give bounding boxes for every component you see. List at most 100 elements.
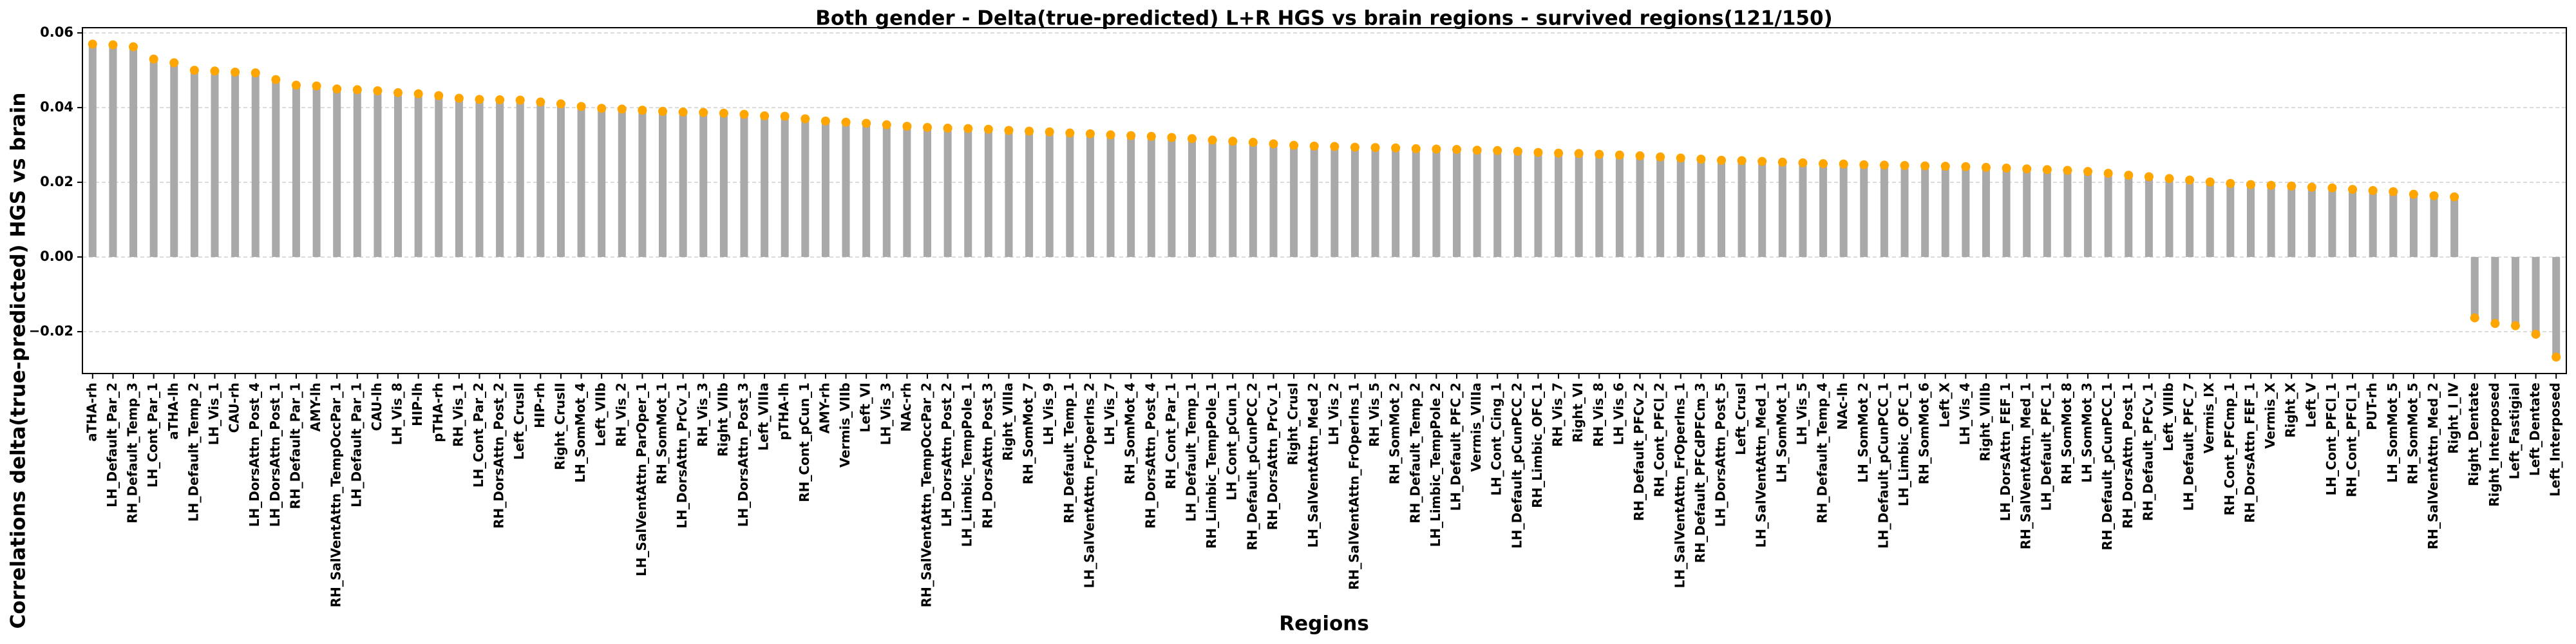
x-tick-label: RH_Default_PFCdPFCm_3 bbox=[1692, 383, 1708, 563]
dot bbox=[1716, 155, 1726, 165]
bar bbox=[1738, 160, 1746, 258]
x-tick-label: LH_Cont_Par_1 bbox=[145, 383, 160, 488]
bar bbox=[536, 102, 545, 258]
dot bbox=[1819, 159, 1828, 169]
dot bbox=[1961, 162, 1971, 171]
bar bbox=[1513, 151, 1522, 258]
x-tick-label: Vermis_VIIIa bbox=[1468, 383, 1484, 472]
dot bbox=[1656, 152, 1665, 162]
x-tick-label: LH_Vis_4 bbox=[1957, 383, 1973, 445]
dot bbox=[2063, 166, 2072, 175]
dot bbox=[2164, 174, 2174, 184]
bar bbox=[1982, 167, 1990, 258]
dot bbox=[1472, 146, 1482, 155]
bar bbox=[862, 123, 871, 258]
x-tick-label: Right_VIIIb bbox=[1977, 383, 1993, 462]
dot bbox=[963, 124, 973, 133]
bar bbox=[2389, 191, 2398, 258]
dot bbox=[1370, 143, 1380, 153]
bar bbox=[394, 92, 402, 258]
dot bbox=[413, 89, 423, 99]
bar bbox=[190, 70, 198, 258]
dot bbox=[1146, 131, 1156, 141]
dot bbox=[1025, 126, 1034, 136]
x-tick-label: Left_VIIIa bbox=[756, 383, 772, 451]
dot bbox=[495, 95, 505, 104]
x-tick-label: Left_Fastigial bbox=[2506, 383, 2522, 479]
x-tick-label: LH_DorsAttn_Post_2 bbox=[939, 383, 954, 527]
x-tick-label: RH_DorsAttn_Post_1 bbox=[2120, 383, 2136, 529]
x-tick-label: LH_DorsAttn_FEF_1 bbox=[1998, 383, 2013, 521]
x-tick-label: Right_VIIIa bbox=[1000, 383, 1016, 461]
bar bbox=[2511, 257, 2519, 326]
x-tick-label: Left_VI bbox=[858, 383, 873, 433]
x-tick-label: aTHA-rh bbox=[84, 383, 99, 442]
x-tick-label: LH_Vis_9 bbox=[1041, 383, 1056, 445]
bar bbox=[577, 106, 585, 258]
dot bbox=[576, 102, 586, 111]
x-tick-label: LH_Vis_3 bbox=[878, 383, 893, 445]
y-tick-label: 0.06 bbox=[40, 24, 73, 40]
x-tick-label: LH_Default_PFC_7 bbox=[2181, 383, 2197, 511]
bar bbox=[984, 129, 992, 258]
bar bbox=[1290, 145, 1298, 258]
bar bbox=[1636, 155, 1644, 258]
x-tick-label: Vermis_IX bbox=[2201, 382, 2217, 453]
dot bbox=[862, 118, 871, 128]
x-tick-label: RH_SomMot_6 bbox=[1917, 383, 1932, 484]
x-tick-label: RH_Cont_PFCl_1 bbox=[2344, 383, 2360, 497]
bar bbox=[1493, 150, 1502, 258]
bar bbox=[2409, 194, 2418, 258]
x-tick-label: LH_DorsAttn_PrCv_1 bbox=[674, 383, 690, 529]
x-tick-label: LH_SalVentAttn_FrOperIns_2 bbox=[1081, 383, 1097, 588]
bar bbox=[943, 128, 952, 258]
bar bbox=[1208, 140, 1217, 258]
dot bbox=[2327, 183, 2337, 193]
x-tick-label: CAU-rh bbox=[227, 383, 242, 433]
x-tick-label: LH_Default_Par_2 bbox=[104, 383, 120, 507]
x-tick-label: LH_Vis_2 bbox=[1326, 383, 1341, 445]
x-tick-label: pTHA-lh bbox=[776, 383, 791, 440]
bar bbox=[964, 128, 972, 258]
x-tick-label: Left_X bbox=[1937, 382, 1952, 428]
dot bbox=[1004, 126, 1014, 135]
bar bbox=[1575, 153, 1583, 258]
dot bbox=[454, 93, 464, 103]
bar bbox=[2063, 170, 2072, 258]
x-tick-label: Left_VIIb bbox=[593, 383, 609, 446]
x-tick-label: RH_Vis_7 bbox=[1550, 383, 1566, 447]
dot bbox=[189, 66, 199, 75]
bar bbox=[2186, 180, 2194, 258]
dot bbox=[1879, 160, 1889, 170]
x-tick-label: Right_CrusI bbox=[1285, 383, 1301, 466]
dot bbox=[271, 75, 281, 84]
dot bbox=[780, 111, 790, 121]
dot bbox=[2042, 165, 2052, 175]
x-tick-label: LH_Cont_PFCl_1 bbox=[2324, 383, 2339, 495]
dot bbox=[2348, 185, 2358, 194]
dot bbox=[1188, 134, 1197, 144]
dot bbox=[719, 108, 728, 118]
bar bbox=[1921, 166, 1929, 258]
dot bbox=[312, 81, 321, 91]
dot bbox=[1940, 162, 1950, 171]
dot bbox=[1737, 156, 1747, 166]
dot bbox=[291, 80, 301, 90]
x-tick-label: RH_SalVentAttn_TempOccPar_2 bbox=[919, 383, 934, 607]
dot bbox=[149, 54, 158, 64]
plot-frame bbox=[82, 27, 2567, 374]
bar bbox=[2349, 189, 2357, 258]
x-tick-label: RH_DorsAttn_FEF_1 bbox=[2242, 383, 2257, 523]
dot bbox=[251, 68, 260, 78]
bar bbox=[1045, 131, 1054, 258]
bar bbox=[638, 110, 647, 258]
bar bbox=[1066, 133, 1074, 258]
bar bbox=[2307, 187, 2316, 258]
x-tick-label: Left_CrusII bbox=[511, 383, 527, 460]
dot bbox=[1126, 131, 1136, 140]
dot bbox=[1696, 155, 1706, 164]
bar bbox=[1962, 166, 1970, 258]
bar bbox=[1555, 153, 1563, 258]
dot bbox=[1350, 142, 1359, 152]
x-tick-label: LH_Default_pCunPCC_1 bbox=[1875, 383, 1891, 549]
